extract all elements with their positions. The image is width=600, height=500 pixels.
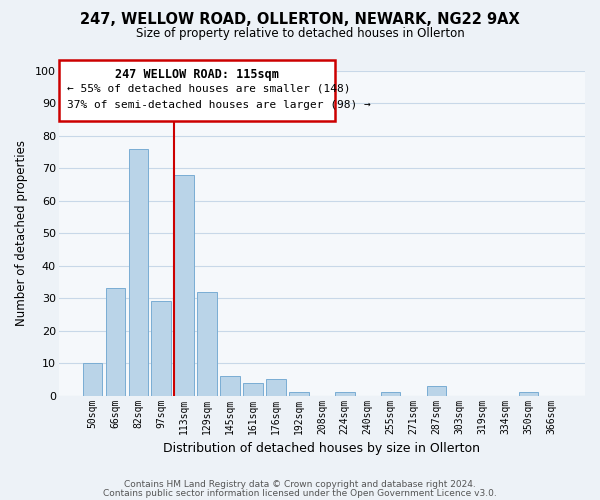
Bar [128,149,148,396]
Text: ← 55% of detached houses are smaller (148): ← 55% of detached houses are smaller (14… [67,84,350,94]
Text: 37% of semi-detached houses are larger (98) →: 37% of semi-detached houses are larger (… [67,100,370,110]
Text: Contains HM Land Registry data © Crown copyright and database right 2024.: Contains HM Land Registry data © Crown c… [124,480,476,489]
Text: 247 WELLOW ROAD: 115sqm: 247 WELLOW ROAD: 115sqm [115,68,279,80]
Bar [197,292,217,396]
Bar [381,392,400,396]
Text: Size of property relative to detached houses in Ollerton: Size of property relative to detached ho… [136,28,464,40]
Bar [151,302,171,396]
Text: 247, WELLOW ROAD, OLLERTON, NEWARK, NG22 9AX: 247, WELLOW ROAD, OLLERTON, NEWARK, NG22… [80,12,520,28]
Bar [289,392,308,396]
Bar [243,382,263,396]
Bar [106,288,125,396]
FancyBboxPatch shape [59,60,335,122]
Bar [83,363,102,396]
X-axis label: Distribution of detached houses by size in Ollerton: Distribution of detached houses by size … [163,442,481,455]
Bar [518,392,538,396]
Bar [175,175,194,396]
Bar [427,386,446,396]
Bar [266,380,286,396]
Bar [220,376,240,396]
Text: Contains public sector information licensed under the Open Government Licence v3: Contains public sector information licen… [103,489,497,498]
Y-axis label: Number of detached properties: Number of detached properties [15,140,28,326]
Bar [335,392,355,396]
